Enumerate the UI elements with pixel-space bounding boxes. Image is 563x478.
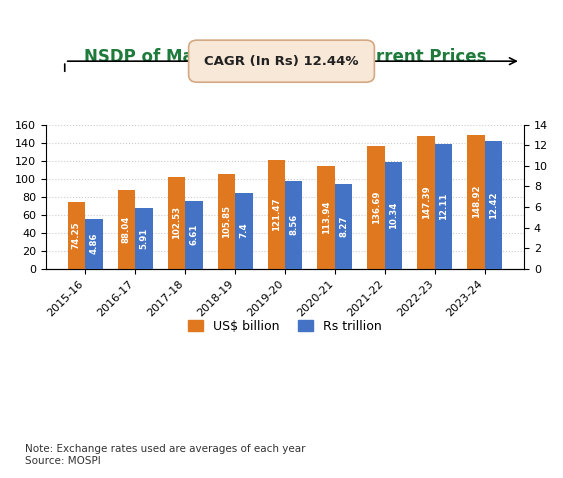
Bar bbox=[467, 135, 485, 269]
Text: 6.61: 6.61 bbox=[189, 224, 198, 245]
Bar bbox=[185, 201, 203, 269]
Text: 148.92: 148.92 bbox=[472, 185, 481, 218]
Bar bbox=[385, 163, 403, 269]
Bar bbox=[267, 160, 285, 269]
Text: 105.85: 105.85 bbox=[222, 205, 231, 238]
Bar bbox=[118, 190, 135, 269]
Text: 10.34: 10.34 bbox=[389, 202, 398, 229]
Text: 121.47: 121.47 bbox=[272, 197, 281, 231]
Bar bbox=[368, 146, 385, 269]
Text: 74.25: 74.25 bbox=[72, 221, 81, 249]
Text: 4.86: 4.86 bbox=[90, 233, 99, 254]
Bar bbox=[417, 136, 435, 269]
Text: Note: Exchange rates used are averages of each year
Source: MOSPI: Note: Exchange rates used are averages o… bbox=[25, 445, 306, 466]
Text: 147.39: 147.39 bbox=[422, 185, 431, 219]
Legend: US$ billion, Rs trillion: US$ billion, Rs trillion bbox=[183, 315, 387, 338]
Text: 8.56: 8.56 bbox=[289, 214, 298, 235]
Text: 88.04: 88.04 bbox=[122, 216, 131, 243]
Text: 5.91: 5.91 bbox=[139, 228, 148, 249]
Bar bbox=[335, 184, 352, 269]
Text: 7.4: 7.4 bbox=[239, 223, 248, 239]
Bar bbox=[68, 202, 85, 269]
Text: 113.94: 113.94 bbox=[321, 201, 330, 234]
Text: 136.69: 136.69 bbox=[372, 191, 381, 224]
Bar bbox=[135, 208, 153, 269]
FancyBboxPatch shape bbox=[189, 40, 374, 82]
Bar bbox=[485, 141, 502, 269]
Bar bbox=[235, 193, 253, 269]
Bar bbox=[285, 181, 302, 269]
Text: CAGR (In Rs) 12.44%: CAGR (In Rs) 12.44% bbox=[204, 54, 359, 68]
Title: NSDP of Madhya Pradesh at Current Prices: NSDP of Madhya Pradesh at Current Prices bbox=[84, 48, 486, 66]
Bar bbox=[318, 166, 335, 269]
Text: 8.27: 8.27 bbox=[339, 216, 348, 237]
Bar bbox=[85, 219, 102, 269]
Bar bbox=[435, 144, 453, 269]
Text: 12.42: 12.42 bbox=[489, 191, 498, 218]
Bar bbox=[168, 176, 185, 269]
Bar bbox=[217, 174, 235, 269]
Text: 12.11: 12.11 bbox=[439, 193, 448, 220]
Text: 102.53: 102.53 bbox=[172, 206, 181, 239]
